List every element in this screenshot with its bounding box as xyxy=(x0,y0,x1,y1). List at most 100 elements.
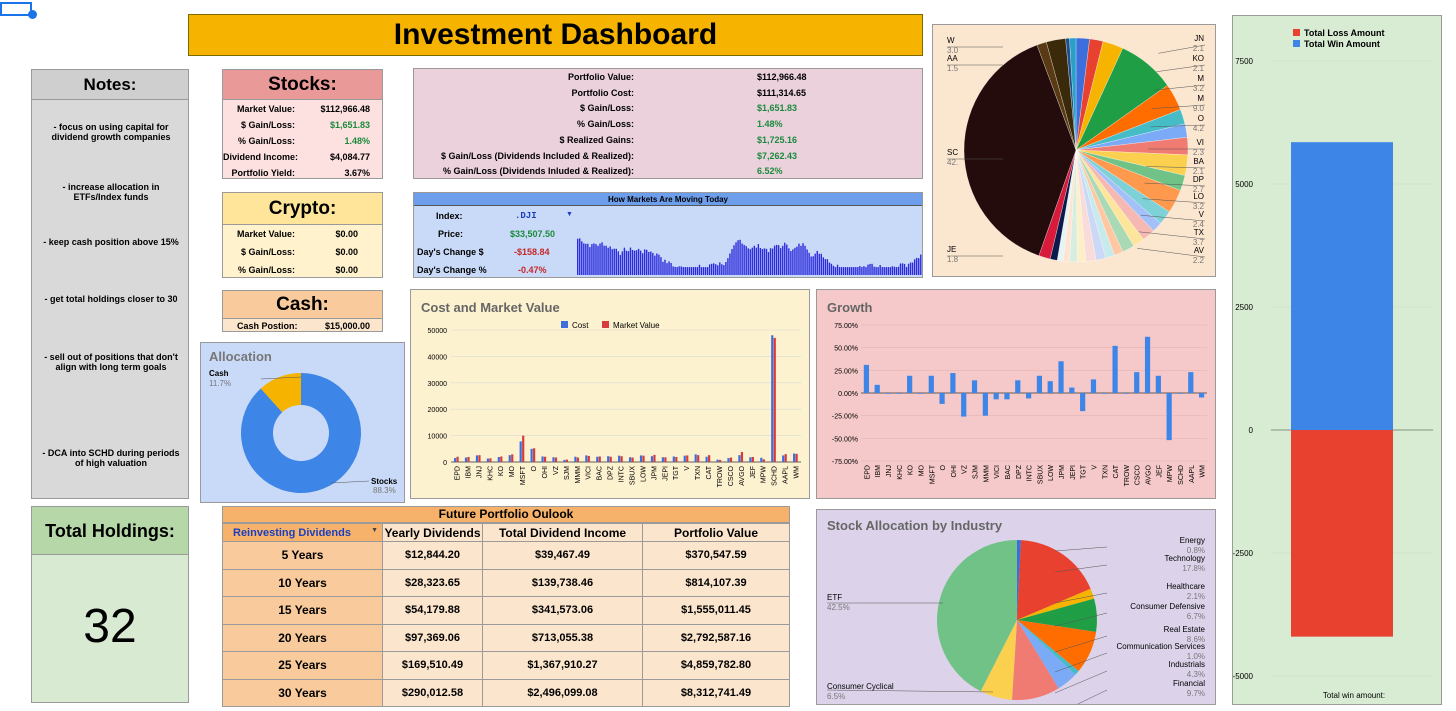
cost-market-bar xyxy=(563,459,566,462)
industry-percent: 0.8% xyxy=(1187,546,1205,555)
x-tick-label: OHI xyxy=(951,465,958,478)
cell-selection[interactable] xyxy=(0,2,32,16)
cost-market-bar xyxy=(530,448,533,462)
industry-slice xyxy=(1017,540,1022,620)
y-tick-label: 75.00% xyxy=(834,323,858,330)
market-bar xyxy=(629,247,632,275)
market-bar xyxy=(747,248,749,275)
cost-market-bar xyxy=(522,435,525,462)
y-tick-label: -25.00% xyxy=(832,414,858,421)
x-tick-label: V xyxy=(684,466,691,471)
note-item: - keep cash position above 15% xyxy=(43,237,179,247)
growth-bar xyxy=(1166,393,1172,441)
market-bar xyxy=(621,251,624,275)
cost-market-bar xyxy=(574,456,577,462)
growth-bar xyxy=(1177,393,1183,394)
market-bar xyxy=(808,252,810,275)
market-bar xyxy=(893,266,896,275)
cost-market-bar xyxy=(587,455,590,462)
future-yearly-dividends: $54,179.88 xyxy=(382,596,483,625)
market-bar xyxy=(798,243,800,275)
x-tick-label: JNJ xyxy=(886,465,893,477)
market-bar xyxy=(607,247,609,275)
market-bar xyxy=(664,259,666,275)
market-bar xyxy=(824,259,827,275)
crypto-row-label: % Gain/Loss: xyxy=(237,265,295,275)
market-bar xyxy=(836,264,839,275)
industry-label: Consumer Defensive xyxy=(1130,602,1205,611)
y-tick-label: 10000 xyxy=(428,434,448,441)
cost-market-bar xyxy=(642,455,645,462)
holdings-label: TX xyxy=(1194,228,1205,237)
future-dropdown[interactable]: Reinvesting Dividends ▼ xyxy=(222,523,383,542)
market-bar xyxy=(800,245,802,275)
market-bar xyxy=(859,266,861,275)
stocks-row-value: 3.67% xyxy=(344,168,370,178)
index-select[interactable]: .DJI xyxy=(515,211,537,221)
summary-row-value: $1,725.16 xyxy=(757,134,798,145)
market-bar xyxy=(788,248,790,275)
market-bar xyxy=(721,264,723,275)
allocation-slice xyxy=(241,373,362,493)
industry-label: Financial xyxy=(1173,679,1205,688)
allocation-label: Cash xyxy=(209,369,229,378)
x-tick-label: MMM xyxy=(575,466,582,484)
chevron-down-icon[interactable]: ▼ xyxy=(566,211,573,218)
x-tick-label: BAC xyxy=(597,466,604,480)
growth-bar xyxy=(1155,375,1161,393)
market-bar xyxy=(751,247,753,275)
legend-label: Market Value xyxy=(613,321,660,330)
market-bar xyxy=(873,266,875,275)
market-bar xyxy=(637,248,640,275)
index-label: Index: xyxy=(436,211,463,221)
summary-row-label: Portfolio Value: xyxy=(567,72,634,82)
market-bar xyxy=(617,251,619,275)
stocks-panel: Stocks: Market Value: $112,966.48 $ Gain/… xyxy=(222,69,383,179)
industry-label: Real Estate xyxy=(1164,625,1206,634)
crypto-panel: Crypto: Market Value: $0.00 $ Gain/Loss: … xyxy=(222,192,383,278)
market-bar xyxy=(585,243,587,275)
industry-slice xyxy=(1017,540,1091,620)
market-bar xyxy=(804,245,806,275)
market-bar xyxy=(753,245,756,275)
holdings-value: 2.1 xyxy=(1193,167,1205,176)
market-bar xyxy=(694,266,697,275)
crypto-row-label: Market Value: xyxy=(236,229,295,239)
market-bar xyxy=(674,266,676,275)
market-bar xyxy=(702,267,705,275)
market-bar xyxy=(855,267,857,275)
leader-line xyxy=(1054,592,1108,604)
legend-swatch xyxy=(602,321,609,328)
cost-market-bar xyxy=(631,457,634,462)
market-bar xyxy=(794,247,796,275)
crypto-row-value: $0.00 xyxy=(335,229,358,239)
x-tick-label: VICI xyxy=(994,465,1001,479)
market-bar xyxy=(678,266,680,275)
industry-slice xyxy=(1017,620,1079,675)
note-item: - get total holdings closer to 30 xyxy=(44,294,178,304)
x-tick-label: DPZ xyxy=(608,465,615,480)
cost-market-bar xyxy=(729,457,733,462)
market-bar xyxy=(840,267,843,275)
growth-bar xyxy=(1123,393,1129,394)
industry-percent: 4.3% xyxy=(1187,670,1205,679)
summary-row-value: $7,262.43 xyxy=(757,150,798,161)
market-bar xyxy=(849,267,851,275)
y-tick-label: -75.00% xyxy=(832,459,858,466)
cost-market-bar xyxy=(762,459,765,462)
selection-handle[interactable] xyxy=(28,10,37,19)
cost-market-bar xyxy=(541,456,544,462)
market-bar xyxy=(846,267,849,275)
market-bar xyxy=(885,267,887,275)
growth-bar xyxy=(993,393,999,400)
x-tick-label: TGT xyxy=(1081,464,1088,479)
growth-bar xyxy=(928,375,934,393)
market-bar xyxy=(648,251,650,275)
leader-line xyxy=(1054,546,1108,552)
x-tick-label: TROW xyxy=(717,466,724,488)
stocks-row-value: $112,966.48 xyxy=(320,104,370,114)
industry-percent: 1.0% xyxy=(1187,652,1205,661)
growth-bar xyxy=(907,375,913,393)
market-bar xyxy=(918,258,920,275)
